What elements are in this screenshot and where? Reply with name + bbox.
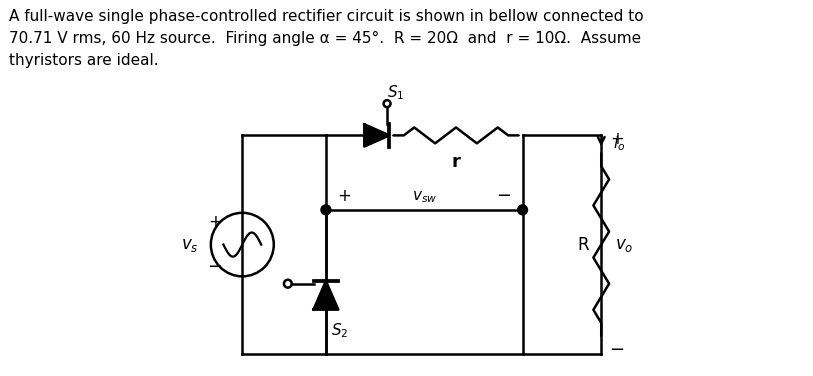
- Text: 70.71 V rms, 60 Hz source.  Firing angle α = 45°.  R = 20Ω  and  r = 10Ω.  Assum: 70.71 V rms, 60 Hz source. Firing angle …: [9, 31, 641, 46]
- Text: $S_1$: $S_1$: [387, 83, 404, 102]
- Text: −: −: [207, 258, 222, 276]
- Polygon shape: [314, 281, 338, 309]
- Text: R: R: [578, 236, 589, 253]
- Text: $S_2$: $S_2$: [331, 321, 349, 340]
- Circle shape: [321, 205, 331, 215]
- Text: r: r: [451, 153, 460, 171]
- Text: −: −: [496, 187, 511, 205]
- Polygon shape: [364, 124, 389, 147]
- Text: $v_{sw}$: $v_{sw}$: [411, 189, 437, 205]
- Text: $i_o$: $i_o$: [613, 134, 625, 153]
- Text: +: +: [610, 130, 624, 148]
- Text: +: +: [337, 187, 351, 205]
- Text: thyristors are ideal.: thyristors are ideal.: [9, 53, 159, 68]
- Text: $v_o$: $v_o$: [615, 236, 633, 253]
- Text: A full-wave single phase-controlled rectifier circuit is shown in bellow connect: A full-wave single phase-controlled rect…: [9, 9, 644, 24]
- Circle shape: [518, 205, 528, 215]
- Text: −: −: [610, 341, 624, 359]
- Text: $v_s$: $v_s$: [181, 236, 199, 253]
- Text: +: +: [208, 213, 222, 231]
